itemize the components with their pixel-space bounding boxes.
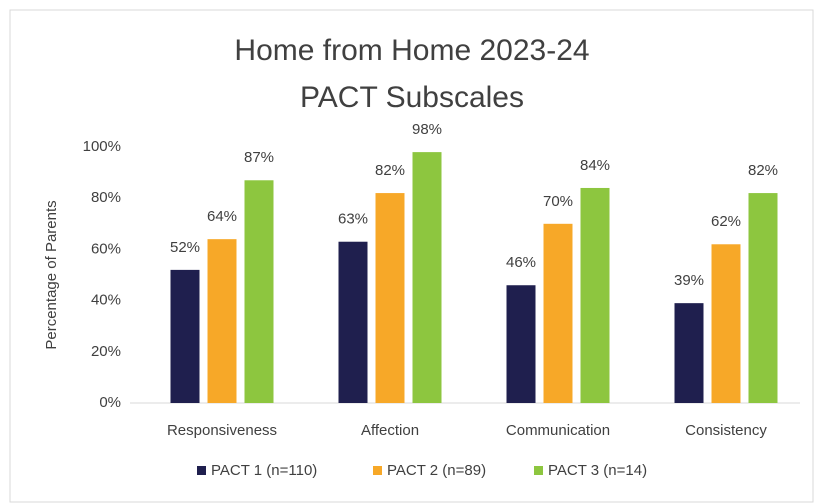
bar: [543, 223, 573, 403]
chart-title: Home from Home 2023-24: [234, 34, 589, 67]
data-label: 46%: [506, 254, 536, 271]
bar: [748, 193, 778, 403]
bar: [207, 239, 237, 403]
y-tick-label: 60%: [91, 240, 121, 257]
x-tick-label: Consistency: [685, 422, 767, 439]
bar: [338, 241, 368, 403]
y-tick-label: 100%: [83, 138, 121, 155]
x-tick-label: Responsiveness: [167, 422, 277, 439]
data-label: 64%: [207, 208, 237, 225]
x-tick-label: Communication: [506, 422, 610, 439]
y-axis-label: Percentage of Parents: [43, 200, 60, 349]
y-tick-label: 0%: [99, 394, 121, 411]
y-tick-label: 40%: [91, 292, 121, 309]
legend-label: PACT 2 (n=89): [387, 462, 486, 479]
chart-frame: [9, 9, 814, 503]
chart-subtitle: PACT Subscales: [300, 81, 524, 114]
legend-swatch: [373, 466, 382, 475]
legend-label: PACT 1 (n=110): [211, 462, 317, 479]
bar: [580, 187, 610, 403]
y-tick-label: 20%: [91, 343, 121, 360]
bar: [375, 193, 405, 403]
y-tick-label: 80%: [91, 189, 121, 206]
legend-label: PACT 3 (n=14): [548, 462, 647, 479]
data-label: 98%: [412, 121, 442, 138]
data-label: 39%: [674, 272, 704, 289]
bar: [170, 269, 200, 403]
bar: [674, 303, 704, 403]
legend-swatch: [197, 466, 206, 475]
bar: [506, 285, 536, 403]
data-label: 82%: [748, 162, 778, 179]
data-label: 70%: [543, 193, 573, 210]
bar: [711, 244, 741, 403]
data-label: 82%: [375, 162, 405, 179]
legend-swatch: [534, 466, 543, 475]
data-label: 87%: [244, 149, 274, 166]
bar: [412, 152, 442, 403]
data-label: 52%: [170, 239, 200, 256]
x-tick-label: Affection: [361, 422, 419, 439]
data-label: 62%: [711, 213, 741, 230]
data-label: 84%: [580, 157, 610, 174]
bar: [244, 180, 274, 403]
data-label: 63%: [338, 211, 368, 228]
